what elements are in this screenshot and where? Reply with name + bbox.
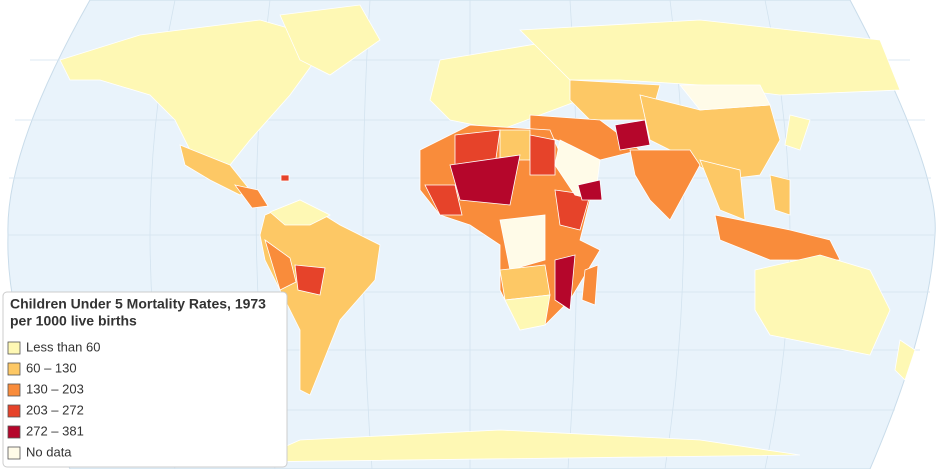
yemen [577, 179, 603, 201]
legend-subtitle: per 1000 live births [10, 313, 137, 329]
legend-label: 203 – 272 [26, 402, 84, 417]
legend-swatch [7, 383, 21, 397]
new-zealand [894, 339, 916, 381]
venezuela [269, 199, 331, 226]
indonesia [714, 214, 841, 261]
south-africa [504, 294, 551, 331]
legend-label: No data [26, 444, 72, 459]
haiti [280, 174, 290, 182]
russia [519, 19, 901, 96]
sahel [449, 154, 521, 206]
central-africa [499, 214, 546, 271]
mongolia [679, 84, 771, 111]
legend-swatch [7, 362, 21, 376]
legend-label: 272 – 381 [26, 423, 84, 438]
mexico [179, 144, 251, 196]
india [629, 149, 701, 221]
legend-swatch [7, 446, 21, 460]
central-america [234, 184, 269, 209]
bolivia [294, 264, 326, 296]
legend-label: Less than 60 [26, 339, 100, 354]
legend-box [2, 291, 288, 468]
mozambique [554, 254, 576, 311]
legend-swatch [7, 425, 21, 439]
central-asia [569, 79, 661, 121]
legend-label: 130 – 203 [26, 381, 84, 396]
afghanistan [614, 119, 651, 151]
peru [264, 238, 297, 291]
legend: Children Under 5 Mortality Rates, 1973 p… [2, 291, 288, 468]
south-america [259, 199, 381, 396]
legend-title: Children Under 5 Mortality Rates, 1973 [10, 296, 266, 312]
egypt [529, 134, 556, 176]
australia [754, 254, 891, 356]
countries [59, 4, 916, 463]
madagascar [581, 264, 599, 306]
legend-label: 60 – 130 [26, 360, 77, 375]
southern-africa [499, 264, 551, 301]
greenland [279, 4, 381, 76]
west-africa [424, 184, 463, 216]
legend-swatch [7, 341, 21, 355]
philippines [769, 174, 791, 216]
japan [784, 114, 811, 151]
southeast-asia [699, 159, 746, 221]
legend-swatch [7, 404, 21, 418]
